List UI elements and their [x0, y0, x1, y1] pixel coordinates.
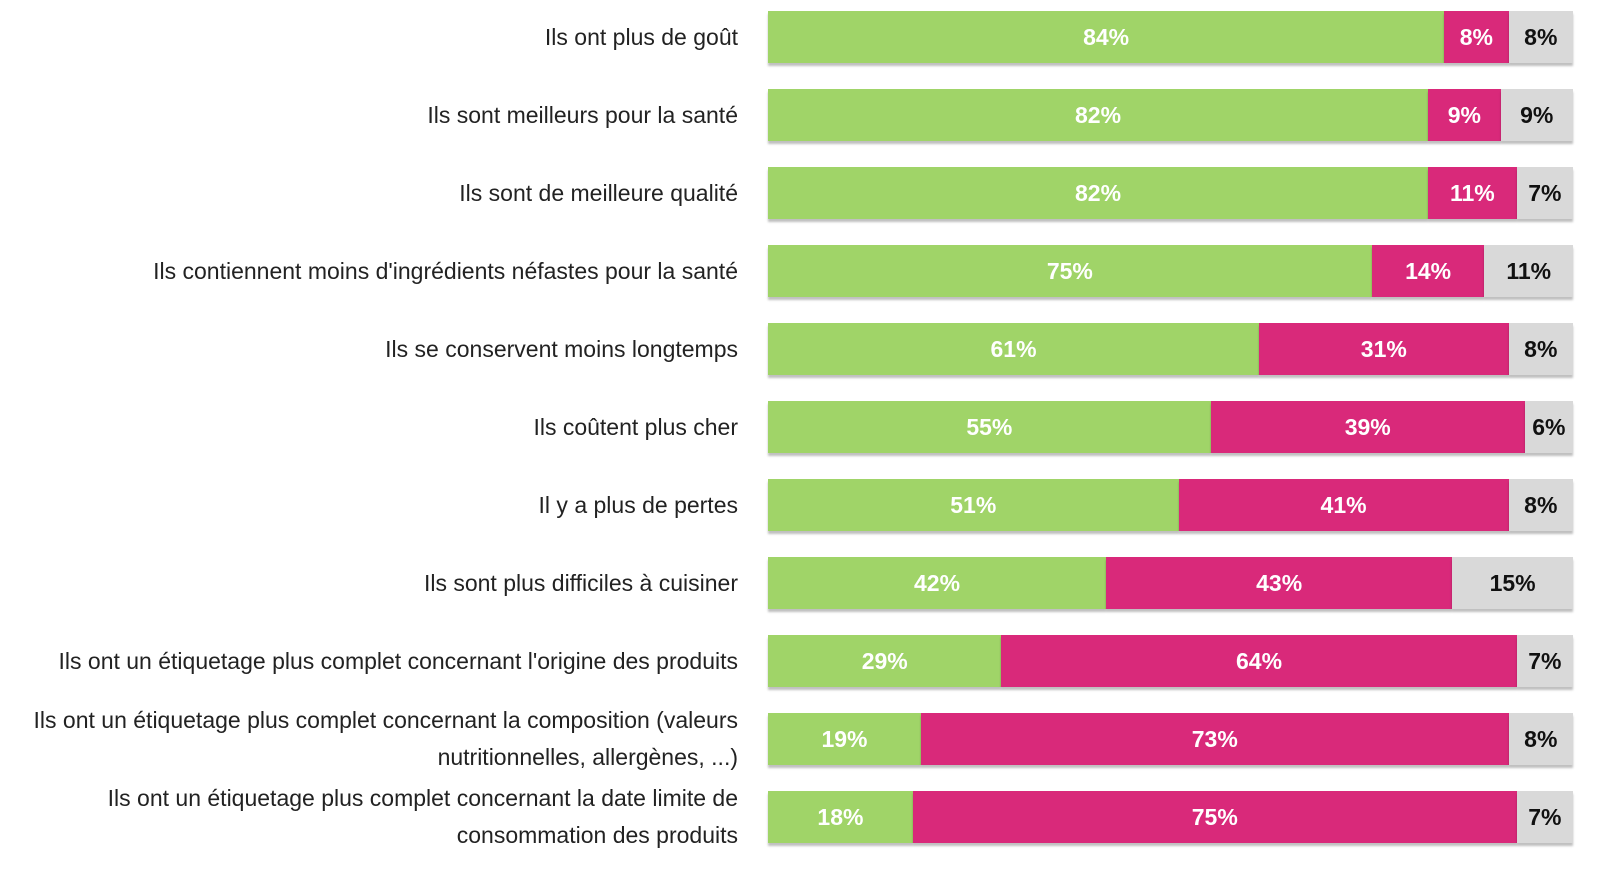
category-text: Ils ont un étiquetage plus complet conce…: [33, 707, 738, 770]
category-label: Ils sont meilleurs pour la santé: [0, 76, 738, 154]
bar-segment: [1178, 479, 1509, 531]
bar-segment: [1428, 167, 1517, 219]
category-label: Il y a plus de pertes: [0, 466, 738, 544]
bar-segment: [768, 167, 1429, 219]
value-label: 6%: [1532, 414, 1566, 440]
value-label: 8%: [1524, 24, 1558, 50]
value-label: 18%: [817, 804, 864, 830]
category-text: Ils ont un étiquetage plus complet conce…: [58, 647, 738, 674]
category-text: Ils coûtent plus cher: [533, 413, 738, 440]
bar-segment: [920, 713, 1509, 765]
bar-segment: [1516, 635, 1573, 687]
bar-segment: [768, 401, 1211, 453]
value-label: 11%: [1449, 180, 1495, 206]
value-label: 75%: [1046, 258, 1093, 284]
category-label: Ils se conservent moins longtemps: [0, 310, 738, 388]
bar-segment: [1508, 323, 1573, 375]
value-label: 73%: [1191, 726, 1238, 752]
category-text: Ils sont de meilleure qualité: [459, 179, 738, 206]
value-label: 15%: [1489, 570, 1536, 596]
bar-segment: [768, 479, 1179, 531]
bar-segment: [1371, 245, 1485, 297]
value-label: 9%: [1520, 102, 1554, 128]
value-label: 61%: [990, 336, 1037, 362]
category-label: Ils sont plus difficiles à cuisiner: [0, 544, 738, 622]
value-label: 14%: [1405, 258, 1452, 284]
bar-segment: [1106, 557, 1453, 609]
category-label: Ils contiennent moins d'ingrédients néfa…: [0, 232, 738, 310]
category-text: Ils contiennent moins d'ingrédients néfa…: [153, 257, 738, 284]
value-label: 19%: [821, 726, 868, 752]
bar-segment: [1500, 89, 1573, 141]
value-label: 43%: [1256, 570, 1303, 596]
value-label: 8%: [1524, 726, 1558, 752]
value-label: 84%: [1083, 24, 1130, 50]
value-label: 42%: [914, 570, 961, 596]
bar-segment: [768, 791, 913, 843]
category-label: Ils coûtent plus cher: [0, 388, 738, 466]
bar-segment: [1484, 245, 1573, 297]
bar-segment: [1516, 791, 1573, 843]
bar-segment: [1508, 479, 1573, 531]
value-label: 82%: [1075, 180, 1122, 206]
bar-segment: [768, 323, 1260, 375]
value-label: 31%: [1360, 336, 1407, 362]
category-label: Ils ont un étiquetage plus complet conce…: [0, 778, 738, 856]
value-label: 11%: [1506, 258, 1552, 284]
bar-segment: [1508, 713, 1573, 765]
value-label: 39%: [1344, 414, 1391, 440]
value-label: 8%: [1524, 492, 1558, 518]
value-label: 51%: [950, 492, 997, 518]
value-label: 41%: [1320, 492, 1367, 518]
bar-segment: [1210, 401, 1525, 453]
value-label: 8%: [1459, 24, 1493, 50]
bar-segment: [1001, 635, 1517, 687]
value-label: 82%: [1075, 102, 1122, 128]
category-text: Ils sont plus difficiles à cuisiner: [423, 569, 738, 596]
value-label: 55%: [966, 414, 1013, 440]
category-label: Ils ont un étiquetage plus complet conce…: [0, 622, 738, 700]
category-text: Ils sont meilleurs pour la santé: [427, 101, 738, 128]
category-label: Ils ont un étiquetage plus complet conce…: [0, 700, 738, 778]
bar-segment: [768, 11, 1445, 63]
bar-segment: [768, 557, 1107, 609]
bar-segment: [1508, 11, 1573, 63]
category-label: Ils ont plus de goût: [0, 0, 738, 76]
category-text: Ils se conservent moins longtemps: [385, 335, 738, 362]
value-label: 7%: [1528, 180, 1562, 206]
bar-segment: [1516, 167, 1573, 219]
category-text: Ils ont plus de goût: [544, 23, 738, 50]
value-label: 7%: [1528, 648, 1562, 674]
bar-segment: [768, 245, 1372, 297]
category-label: Ils sont de meilleure qualité: [0, 154, 738, 232]
value-label: 9%: [1447, 102, 1481, 128]
bar-segment: [768, 635, 1002, 687]
bar-segment: [768, 713, 921, 765]
bar-segment: [1444, 11, 1509, 63]
value-label: 29%: [861, 648, 908, 674]
bar-segment: [1524, 401, 1573, 453]
value-label: 75%: [1191, 804, 1238, 830]
category-text: Il y a plus de pertes: [538, 491, 738, 518]
bar-segment: [1428, 89, 1501, 141]
value-label: 7%: [1528, 804, 1562, 830]
bar-segment: [912, 791, 1517, 843]
value-label: 8%: [1524, 336, 1558, 362]
bar-segment: [768, 89, 1429, 141]
bar-segment: [1259, 323, 1509, 375]
bar-segment: [1452, 557, 1573, 609]
value-label: 64%: [1236, 648, 1283, 674]
category-text: Ils ont un étiquetage plus complet conce…: [107, 785, 738, 848]
